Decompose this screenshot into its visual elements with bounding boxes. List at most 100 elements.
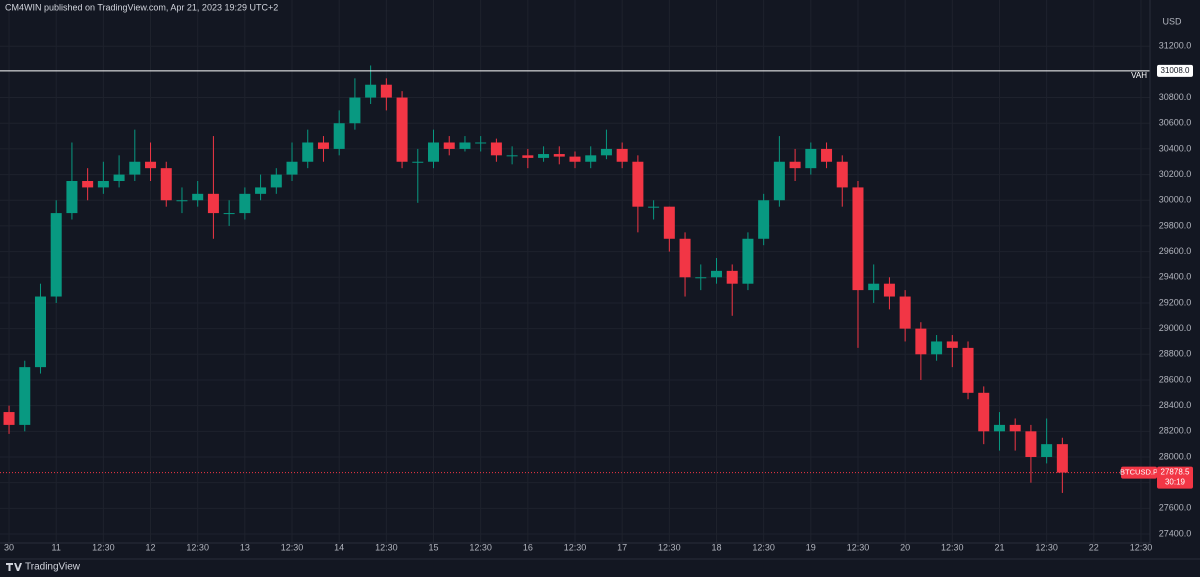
x-tick-label: 30 — [4, 542, 14, 552]
y-tick-label: 29600.0 — [1159, 246, 1192, 256]
x-tick-label: 19 — [806, 542, 816, 552]
candle-body — [789, 161, 801, 169]
candle-body — [805, 148, 817, 169]
y-tick-label: 29800.0 — [1159, 220, 1192, 230]
x-tick-label: 12:30 — [1130, 542, 1153, 552]
candle-body — [993, 424, 1005, 432]
x-tick-label: 18 — [711, 542, 721, 552]
candle-body — [899, 296, 911, 329]
x-tick-label: 12:30 — [752, 542, 775, 552]
axes: 27400.027600.027800.028000.028200.028400… — [4, 41, 1193, 552]
y-tick-label: 28800.0 — [1159, 349, 1192, 359]
candle-body — [553, 154, 565, 157]
candle-body — [648, 206, 660, 208]
candle-body — [412, 161, 424, 163]
candle-body — [396, 97, 408, 162]
candle-body — [97, 181, 109, 188]
candle-body — [710, 270, 722, 278]
candle-body — [946, 341, 958, 348]
y-tick-label: 29000.0 — [1159, 323, 1192, 333]
y-tick-label: 28000.0 — [1159, 451, 1192, 461]
x-tick-label: 12:30 — [281, 542, 304, 552]
candle-body — [931, 341, 943, 355]
x-tick-label: 13 — [240, 542, 250, 552]
candle-body — [821, 148, 833, 162]
x-tick-label: 16 — [523, 542, 533, 552]
y-tick-label: 30600.0 — [1159, 118, 1192, 128]
candle-body — [506, 155, 518, 157]
candle-body — [176, 200, 188, 202]
y-tick-label: 31200.0 — [1159, 41, 1192, 51]
x-tick-label: 12:30 — [941, 542, 964, 552]
x-tick-label: 12 — [146, 542, 156, 552]
candle-body — [475, 142, 487, 144]
x-tick-label: 12:30 — [375, 542, 398, 552]
candle-body — [600, 148, 612, 156]
x-tick-label: 12:30 — [186, 542, 209, 552]
plot — [0, 65, 1150, 493]
candle-body — [255, 187, 267, 194]
candle-body — [616, 148, 628, 162]
y-tick-label: 28200.0 — [1159, 426, 1192, 436]
candle-body — [428, 142, 440, 162]
candle-body — [50, 213, 62, 297]
candle-body — [773, 161, 785, 201]
x-tick-label: 11 — [52, 542, 61, 552]
candle-body — [726, 270, 738, 284]
x-tick-label: 12:30 — [469, 542, 492, 552]
candle-body — [490, 142, 502, 156]
candle-body — [1025, 431, 1037, 457]
logo — [6, 563, 22, 571]
candle-body — [742, 238, 754, 284]
x-tick-label: 12:30 — [847, 542, 870, 552]
candle-body — [66, 181, 78, 214]
y-tick-label: 30800.0 — [1159, 92, 1192, 102]
last-price: 27878.5 — [1161, 468, 1190, 477]
candle-body — [538, 154, 550, 158]
footer-brand: TradingView — [25, 562, 81, 573]
x-tick-label: 12:30 — [564, 542, 587, 552]
candle-body — [1009, 424, 1021, 432]
candle-body — [3, 412, 15, 425]
vah-tag — [1157, 64, 1193, 77]
candle-body — [349, 97, 361, 124]
candle-body — [34, 296, 46, 368]
candle-body — [113, 174, 125, 181]
header: CM4WIN published on TradingView.com, Apr… — [5, 2, 278, 12]
candle-body — [317, 142, 329, 149]
candle-body — [82, 181, 94, 188]
candle-body — [915, 328, 927, 355]
x-tick-label: 12:30 — [92, 542, 115, 552]
x-tick-label: 15 — [429, 542, 439, 552]
candle-body — [663, 206, 675, 239]
candle-body — [883, 283, 895, 297]
symbol-tag — [1121, 466, 1157, 479]
candle-body — [223, 213, 235, 215]
y-tick-label: 27400.0 — [1159, 528, 1192, 538]
candle-body — [145, 161, 157, 169]
candle-body — [1056, 444, 1068, 473]
x-tick-label: 22 — [1089, 542, 1099, 552]
candle-body — [978, 392, 990, 432]
candle-body — [522, 155, 534, 158]
candle-body — [207, 193, 219, 214]
candle-body — [459, 142, 471, 149]
candle-body — [758, 200, 770, 239]
y-tick-label: 30400.0 — [1159, 143, 1192, 153]
y-tick-label: 29200.0 — [1159, 297, 1192, 307]
candle-body — [632, 161, 644, 207]
price-tag — [1157, 466, 1193, 489]
x-tick-label: 12:30 — [1035, 542, 1058, 552]
x-tick-label: 12:30 — [658, 542, 681, 552]
candle-body — [1041, 444, 1053, 457]
candle-body — [270, 174, 282, 188]
candle-body — [380, 84, 392, 98]
candle-body — [365, 84, 377, 98]
candle-body — [962, 347, 974, 393]
candle-body — [302, 142, 314, 162]
y-tick-label: 28400.0 — [1159, 400, 1192, 410]
candle-body — [679, 238, 691, 278]
candle-body — [836, 161, 848, 188]
